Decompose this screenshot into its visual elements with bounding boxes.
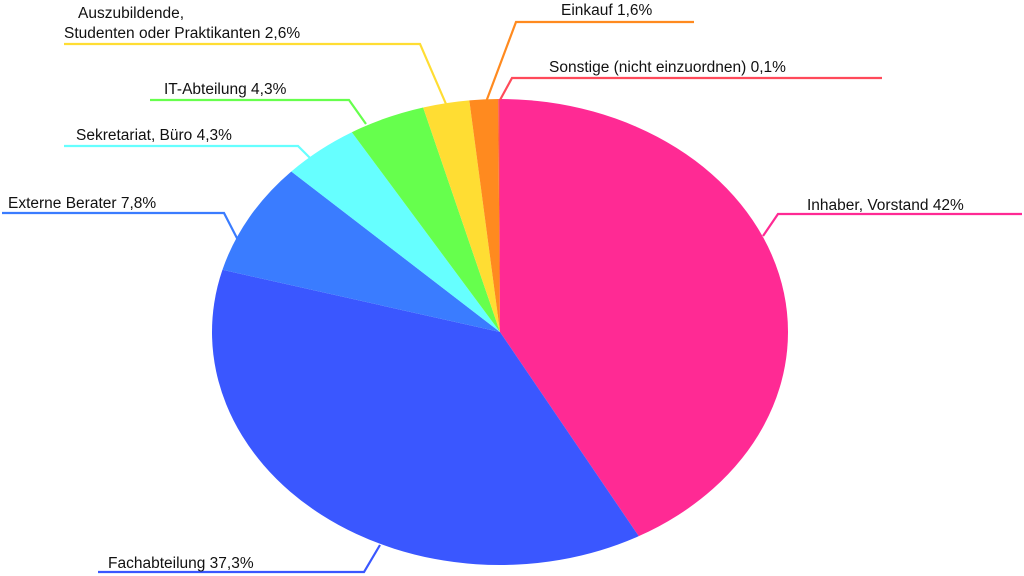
leader-lines xyxy=(2,20,1022,574)
slice-label-externe-berater: Externe Berater 7,8% xyxy=(8,195,156,212)
pie-slice-auszubildende xyxy=(423,100,500,332)
leader-line-inhaber xyxy=(762,212,1022,237)
slice-label-inhaber: Inhaber, Vorstand 42% xyxy=(807,197,964,214)
slice-label-auszubildende-line1: Auszubildende, xyxy=(78,5,184,22)
leader-line-einkauf xyxy=(484,20,694,103)
slice-label-sonstige: Sonstige (nicht einzuordnen) 0,1% xyxy=(549,59,786,76)
pie-slice-sonstige xyxy=(498,98,500,332)
pie-slice-einkauf xyxy=(469,99,500,332)
leader-line-sekretariat xyxy=(64,144,315,163)
leader-line-it-abteilung xyxy=(150,98,367,125)
pie-slice-it-abteilung xyxy=(351,107,500,332)
slice-label-it-abteilung: IT-Abteilung 4,3% xyxy=(164,81,287,98)
slice-label-auszubildende-line2: Studenten oder Praktikanten 2,6% xyxy=(64,25,300,42)
pie-slice-externe-berater xyxy=(222,171,500,332)
pie-slice-sekretariat xyxy=(291,132,500,332)
slice-label-sekretariat: Sekretariat, Büro 4,3% xyxy=(76,127,232,144)
leader-line-fachabteilung xyxy=(98,544,381,574)
leader-line-externe-berater xyxy=(2,211,241,245)
pie-slice-inhaber xyxy=(500,99,789,537)
pie-slice-fachabteilung xyxy=(212,269,639,566)
leader-line-auszubildende xyxy=(64,42,448,105)
pie-slices xyxy=(212,98,789,566)
leader-line-sonstige xyxy=(499,76,882,101)
slice-label-fachabteilung: Fachabteilung 37,3% xyxy=(108,555,254,572)
slice-label-einkauf: Einkauf 1,6% xyxy=(561,2,653,19)
